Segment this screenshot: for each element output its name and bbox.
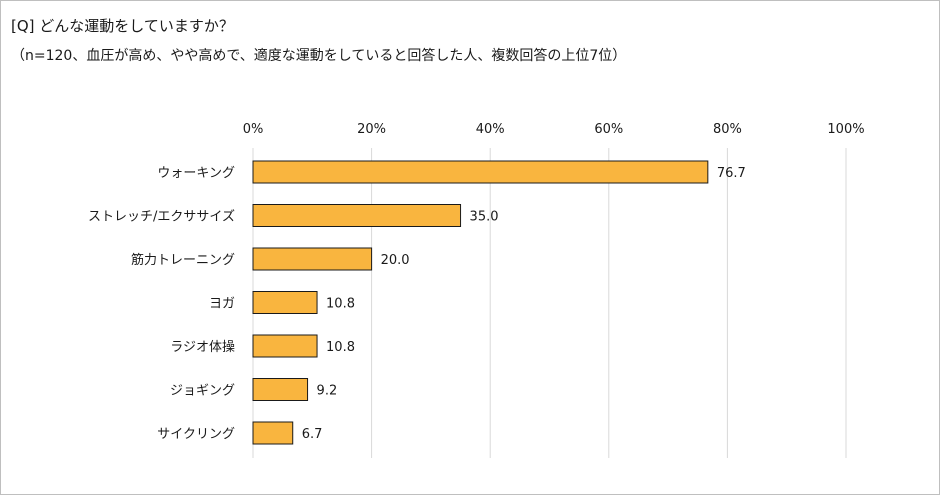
category-label: ヨガ	[209, 297, 235, 312]
data-label: 76.7	[717, 166, 746, 181]
category-label: ストレッチ/エクササイズ	[88, 209, 235, 225]
data-label: 6.7	[302, 427, 323, 442]
x-tick-label: 100%	[827, 122, 864, 137]
bar	[252, 421, 294, 445]
x-tick-label: 20%	[357, 122, 386, 137]
bar	[252, 378, 309, 401]
category-label: サイクリング	[157, 427, 235, 442]
x-tick-label: 60%	[594, 122, 623, 137]
chart-subtitle: （n=120、血圧が高め、やや高めで、適度な運動をしていると回答した人、複数回答…	[11, 48, 627, 64]
chart-title: [Q] どんな運動をしていますか？	[11, 17, 234, 35]
data-label: 35.0	[470, 210, 499, 225]
x-tick-label: 0%	[243, 122, 264, 137]
bar	[252, 291, 318, 314]
bar	[252, 204, 462, 227]
data-label: 9.2	[317, 384, 338, 399]
x-tick-label: 80%	[713, 122, 742, 137]
x-tick-label: 40%	[476, 122, 505, 137]
bar	[252, 247, 373, 271]
data-label: 20.0	[381, 253, 410, 268]
category-label: ジョギング	[170, 384, 235, 399]
category-label: 筋力トレーニング	[131, 252, 235, 268]
category-label: ラジオ体操	[170, 339, 235, 355]
bar	[252, 334, 318, 358]
data-label: 10.8	[326, 297, 355, 312]
bar	[252, 160, 709, 184]
data-label: 10.8	[326, 340, 355, 355]
category-label: ウォーキング	[157, 166, 235, 181]
